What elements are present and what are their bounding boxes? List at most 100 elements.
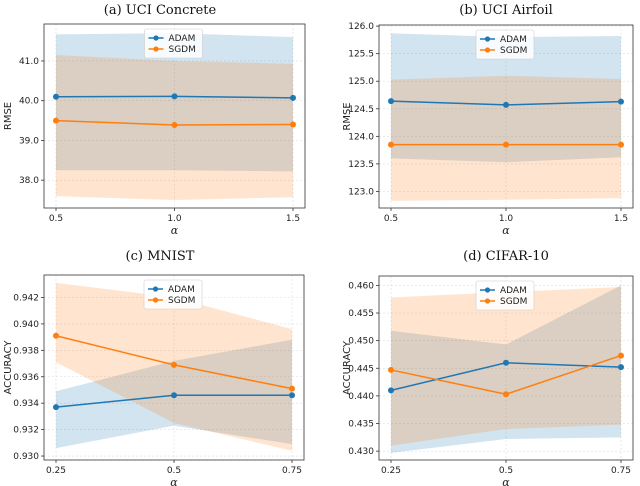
data-point-sgdm xyxy=(289,385,295,392)
data-point-sgdm xyxy=(503,141,509,148)
y-tick-label: 0.938 xyxy=(13,346,39,356)
subplot-2: (c) MNIST 0.930 0.932 0.934 0.936 0.938 0.940 0… xyxy=(3,249,305,486)
data-point-sgdm xyxy=(388,366,394,373)
subplot-1: (b) UCI Airfoil 123.0 123.5 124.0 124.5 125.0… xyxy=(342,3,634,237)
x-tick-label: 0.5 xyxy=(499,466,513,476)
axes-frame xyxy=(43,23,306,209)
legend-marker-sgdm xyxy=(152,297,159,303)
y-tick-label: 41.0 xyxy=(19,57,39,67)
legend-marker-adam xyxy=(484,36,491,42)
x-tick-label: 0.5 xyxy=(49,214,63,224)
y-tick-label: 0.940 xyxy=(13,320,39,330)
x-axis-label: α xyxy=(170,476,178,486)
legend-marker-adam xyxy=(152,286,159,292)
y-tick-label: 0.460 xyxy=(348,281,374,291)
legend-label: SGDM xyxy=(169,45,196,55)
y-tick-label: 126.0 xyxy=(348,22,374,32)
axes-frame xyxy=(378,275,634,461)
chart-title: (d) CIFAR-10 xyxy=(463,249,549,264)
y-tick-label: 123.5 xyxy=(348,160,374,170)
legend-marker-sgdm xyxy=(153,46,159,52)
y-tick-label: 40.0 xyxy=(19,97,39,107)
y-tick-label: 0.430 xyxy=(348,447,374,457)
data-point-sgdm xyxy=(290,121,296,128)
legend-marker-sgdm xyxy=(484,47,491,53)
data-point-adam xyxy=(388,387,394,394)
legend-marker-sgdm xyxy=(484,298,491,304)
data-point-sgdm xyxy=(388,141,394,148)
x-tick-label: 0.75 xyxy=(282,466,302,476)
y-tick-label: 0.932 xyxy=(13,426,39,436)
legend-marker-adam xyxy=(484,287,491,293)
confidence-band-sgdm xyxy=(391,75,621,201)
data-point-sgdm xyxy=(618,352,624,359)
y-tick-label: 125.5 xyxy=(348,50,374,60)
y-axis-label: ACCURACY xyxy=(342,340,353,395)
y-tick-label: 0.445 xyxy=(348,364,374,374)
x-tick-label: 1.5 xyxy=(614,214,628,224)
legend-box xyxy=(475,280,535,311)
data-point-adam xyxy=(618,364,624,371)
chart-title: (a) UCI Concrete xyxy=(104,3,217,18)
y-tick-label: 125.0 xyxy=(348,77,374,87)
y-axis-label: RMSE xyxy=(342,102,353,130)
legend-label: SGDM xyxy=(168,296,195,306)
legend-label: ADAM xyxy=(169,34,196,44)
axes-frame xyxy=(378,24,634,209)
y-tick-label: 0.440 xyxy=(348,392,374,402)
data-point-adam xyxy=(503,359,509,366)
y-tick-label: 0.930 xyxy=(13,452,39,462)
chart-title: (c) MNIST xyxy=(126,249,195,264)
y-axis-label: ACCURACY xyxy=(3,340,14,395)
confidence-band-sgdm xyxy=(391,287,621,446)
legend-label: SGDM xyxy=(500,297,527,307)
data-point-adam xyxy=(503,101,509,108)
data-point-adam xyxy=(171,93,178,100)
y-tick-label: 0.450 xyxy=(348,337,374,347)
x-tick-label: 1.0 xyxy=(499,214,514,224)
data-point-adam xyxy=(171,392,177,399)
y-tick-label: 38.0 xyxy=(19,176,39,186)
data-point-adam xyxy=(53,404,59,411)
data-point-sgdm xyxy=(503,391,509,398)
y-tick-label: 124.0 xyxy=(348,132,374,142)
legend-label: ADAM xyxy=(168,285,195,295)
data-point-adam xyxy=(53,93,59,100)
y-tick-label: 0.936 xyxy=(13,373,39,383)
y-tick-label: 124.5 xyxy=(348,105,374,115)
subplot-0: (a) UCI Concrete 38.0 39.0 40.0 41.0 0.5 1.0 1.… xyxy=(3,3,306,237)
y-tick-label: 39.0 xyxy=(19,136,39,146)
legend-marker-adam xyxy=(153,35,159,41)
axes-frame xyxy=(43,274,305,461)
subplot-3: (d) CIFAR-10 0.430 0.435 0.440 0.445 0.450 0.4… xyxy=(342,249,634,486)
y-tick-label: 0.455 xyxy=(348,309,374,319)
x-tick-label: 0.5 xyxy=(384,214,398,224)
data-point-adam xyxy=(618,98,624,105)
confidence-band-adam xyxy=(391,33,621,163)
y-tick-label: 123.0 xyxy=(348,187,374,197)
x-tick-label: 0.75 xyxy=(611,466,631,476)
x-tick-label: 0.5 xyxy=(167,466,181,476)
legend-label: ADAM xyxy=(500,286,527,296)
y-axis-label: RMSE xyxy=(3,102,14,130)
data-point-sgdm xyxy=(171,121,178,128)
data-point-sgdm xyxy=(53,332,59,339)
legend-box xyxy=(143,279,203,310)
data-point-sgdm xyxy=(171,361,177,368)
legend-label: ADAM xyxy=(500,35,527,45)
y-tick-label: 0.934 xyxy=(13,399,39,409)
x-axis-label: α xyxy=(502,224,510,237)
data-point-adam xyxy=(388,98,394,105)
y-tick-label: 0.435 xyxy=(348,420,374,430)
confidence-band-adam xyxy=(391,285,621,453)
confidence-band-adam xyxy=(56,33,293,172)
legend-label: SGDM xyxy=(500,46,527,56)
data-point-adam xyxy=(289,392,295,399)
legend-box xyxy=(144,28,203,59)
data-point-adam xyxy=(290,94,296,101)
x-axis-label: α xyxy=(502,476,510,486)
